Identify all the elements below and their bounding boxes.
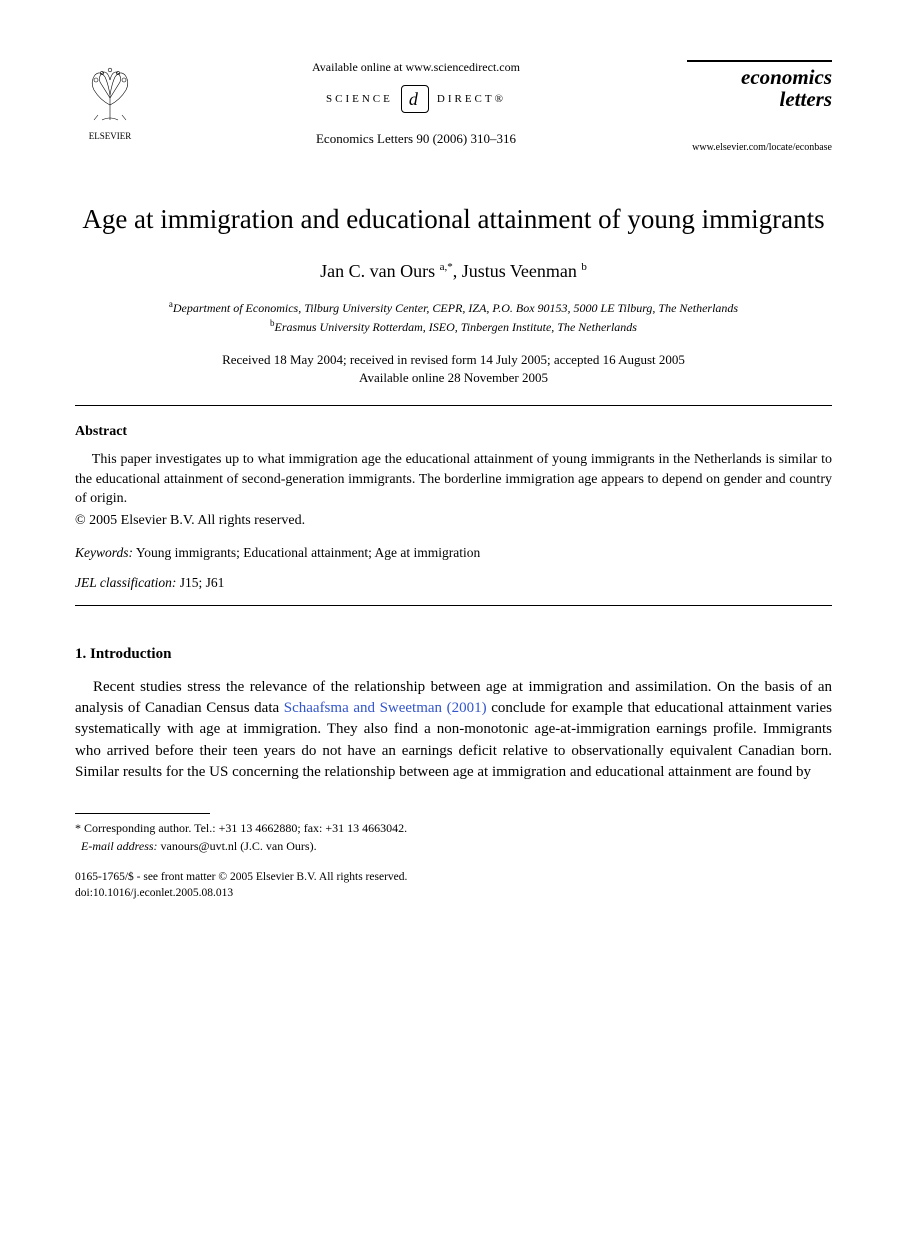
- corr-text: Corresponding author. Tel.: +31 13 46628…: [81, 821, 407, 835]
- journal-name: economics letters: [687, 60, 832, 110]
- affiliation-a: Department of Economics, Tilburg Univers…: [173, 301, 738, 315]
- article-dates: Received 18 May 2004; received in revise…: [75, 351, 832, 387]
- affiliations: aDepartment of Economics, Tilburg Univer…: [75, 298, 832, 337]
- jel-label: JEL classification:: [75, 575, 176, 590]
- footer-line1: 0165-1765/$ - see front matter © 2005 El…: [75, 871, 407, 883]
- keywords-label: Keywords:: [75, 545, 133, 560]
- sd-right: DIRECT®: [437, 93, 506, 105]
- elsevier-logo: ELSEVIER: [75, 60, 145, 141]
- header-center: Available online at www.sciencedirect.co…: [165, 60, 667, 147]
- footer-doi: doi:10.1016/j.econlet.2005.08.013: [75, 887, 233, 899]
- keywords: Keywords: Young immigrants; Educational …: [75, 545, 832, 561]
- intro-paragraph: Recent studies stress the relevance of t…: [75, 677, 832, 783]
- sciencedirect-logo: SCIENCE d DIRECT®: [165, 85, 667, 113]
- author-2: Justus Veenman: [462, 261, 577, 281]
- dates-line1: Received 18 May 2004; received in revise…: [222, 352, 685, 367]
- keywords-text: Young immigrants; Educational attainment…: [133, 545, 480, 560]
- dates-line2: Available online 28 November 2005: [359, 370, 548, 385]
- citation-link[interactable]: Schaafsma and Sweetman (2001): [284, 700, 487, 716]
- divider-bottom: [75, 605, 832, 606]
- journal-url: www.elsevier.com/locate/econbase: [687, 142, 832, 153]
- available-online-text: Available online at www.sciencedirect.co…: [165, 60, 667, 75]
- author-1: Jan C. van Ours: [320, 261, 435, 281]
- article-title: Age at immigration and educational attai…: [75, 203, 832, 237]
- abstract-copyright: © 2005 Elsevier B.V. All rights reserved…: [75, 513, 832, 529]
- email-value: vanours@uvt.nl (J.C. van Ours).: [158, 839, 317, 853]
- elsevier-label: ELSEVIER: [75, 131, 145, 141]
- jel-text: J15; J61: [176, 575, 224, 590]
- journal-citation: Economics Letters 90 (2006) 310–316: [165, 131, 667, 147]
- page-footer: 0165-1765/$ - see front matter © 2005 El…: [75, 869, 832, 901]
- jel-classification: JEL classification: J15; J61: [75, 575, 832, 591]
- affiliation-b: Erasmus University Rotterdam, ISEO, Tinb…: [275, 320, 637, 334]
- elsevier-tree-icon: [80, 60, 140, 125]
- email-label: E-mail address:: [81, 839, 158, 853]
- sd-left: SCIENCE: [326, 93, 393, 105]
- author-1-sup: a,*: [440, 261, 453, 273]
- corresponding-author-footnote: * Corresponding author. Tel.: +31 13 466…: [75, 820, 832, 855]
- journal-logo-block: economics letters www.elsevier.com/locat…: [687, 60, 832, 153]
- abstract-text: This paper investigates up to what immig…: [75, 450, 832, 509]
- section-1-heading: 1. Introduction: [75, 646, 832, 663]
- page-header: ELSEVIER Available online at www.science…: [75, 60, 832, 153]
- sd-icon: d: [401, 85, 429, 113]
- footnote-rule: [75, 813, 210, 814]
- author-2-sup: b: [581, 261, 587, 273]
- authors: Jan C. van Ours a,*, Justus Veenman b: [75, 261, 832, 282]
- divider-top: [75, 405, 832, 406]
- abstract-heading: Abstract: [75, 424, 832, 440]
